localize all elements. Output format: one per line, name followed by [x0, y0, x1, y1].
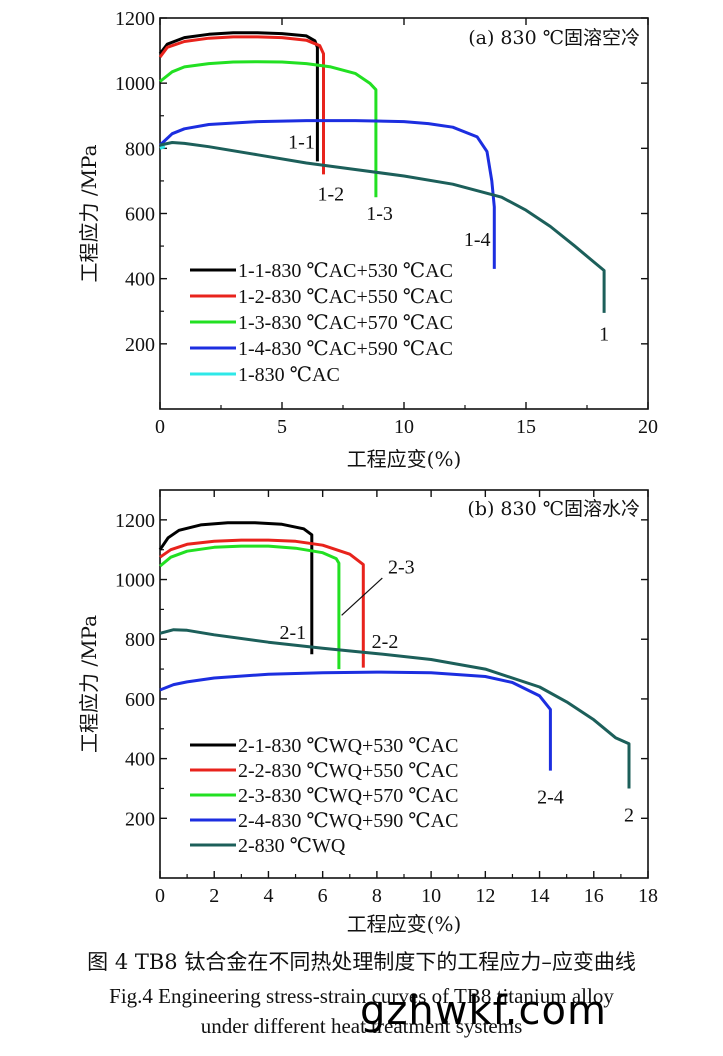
y-tick-label: 1000 [115, 73, 155, 95]
curve-annotation: 2-2 [372, 631, 399, 653]
series-line-1 [159, 141, 606, 313]
chart-panel-a: 0 5 10 15 20 200 400 600 800 1000 1200 工程应变(%) 工程应力 … [77, 8, 658, 471]
curve-annotation: 1-4 [464, 229, 491, 251]
legend-label: 1-830 ℃AC [238, 364, 340, 386]
y-tick-label: 400 [125, 749, 155, 771]
series-line-2-1 [158, 521, 314, 655]
y-tick-label: 400 [125, 269, 155, 291]
curve-annotation: 2-3 [388, 557, 415, 579]
x-tick-label: 2 [209, 885, 219, 907]
panel-title: (a) 830 ℃固溶空冷 [468, 27, 640, 49]
curve-annotation: 1-2 [317, 183, 344, 205]
annotation-leader-line [341, 577, 383, 616]
series-line-2-4 [159, 670, 552, 771]
legend-label: 2-3-830 ℃WQ+570 ℃AC [238, 785, 458, 807]
chart-panel-b: 0 2 4 6 8 10 12 14 16 18 200 400 600 800 1000 1200 工程应变(… [77, 489, 658, 936]
legend-label: 2-1-830 ℃WQ+530 ℃AC [238, 735, 458, 757]
y-tick-label: 1200 [115, 8, 155, 30]
x-axis-label: 工程应变(%) [347, 447, 462, 471]
series-line-legend-only-4 [159, 145, 166, 150]
x-tick-label: 16 [584, 885, 604, 907]
curve-annotation: 2-1 [280, 622, 307, 644]
x-tick-label: 4 [263, 885, 273, 907]
curve-annotation: 1-1 [288, 131, 315, 153]
series-line-1-4 [158, 119, 496, 269]
legend-label: 2-4-830 ℃WQ+590 ℃AC [238, 810, 458, 832]
y-axis-label: 工程应力 /MPa [77, 144, 101, 282]
x-tick-label: 6 [318, 885, 328, 907]
legend-label: 1-2-830 ℃AC+550 ℃AC [238, 286, 453, 308]
x-tick-label: 20 [638, 416, 658, 438]
y-tick-label: 1000 [115, 570, 155, 592]
caption-chinese: 图 4 TB8 钛合金在不同热处理制度下的工程应力–应变曲线 [87, 950, 636, 974]
y-tick-label: 600 [125, 204, 155, 226]
x-tick-label: 5 [277, 416, 287, 438]
legend-label: 1-4-830 ℃AC+590 ℃AC [238, 338, 453, 360]
x-tick-label: 12 [475, 885, 495, 907]
series-line-2-3 [159, 544, 341, 670]
caption-english-line2: under different heat treatment systems [200, 1014, 523, 1038]
x-axis-label: 工程应变(%) [347, 912, 462, 936]
legend-label: 1-1-830 ℃AC+530 ℃AC [238, 260, 453, 282]
x-tick-label: 14 [530, 885, 550, 907]
y-tick-label: 200 [125, 334, 155, 356]
curve-annotation: 2 [624, 804, 634, 826]
x-tick-label: 8 [372, 885, 382, 907]
y-axis-label: 工程应力 /MPa [77, 615, 101, 753]
legend-label: 1-3-830 ℃AC+570 ℃AC [238, 312, 453, 334]
curve-annotation: 1-3 [366, 203, 393, 225]
caption-english-line1: Fig.4 Engineering stress-strain curves o… [109, 984, 614, 1008]
y-tick-label: 200 [125, 808, 155, 830]
x-tick-label: 10 [394, 416, 414, 438]
y-tick-label: 600 [125, 689, 155, 711]
y-tick-label: 800 [125, 629, 155, 651]
x-tick-label: 0 [155, 885, 165, 907]
curve-annotation: 2-4 [537, 786, 564, 808]
series-line-1-3 [159, 60, 378, 198]
legend-label: 2-830 ℃WQ [238, 835, 346, 857]
y-tick-label: 1200 [115, 510, 155, 532]
x-tick-label: 10 [421, 885, 441, 907]
x-tick-label: 15 [516, 416, 536, 438]
series-line-2 [159, 628, 631, 789]
x-tick-label: 0 [155, 416, 165, 438]
series-line-2-2 [159, 538, 365, 668]
watermark: gzhwkf.com [360, 988, 607, 1034]
curve-annotation: 1 [599, 324, 609, 346]
panel-title: (b) 830 ℃固溶水冷 [467, 498, 640, 520]
x-tick-label: 18 [638, 885, 658, 907]
series-line-1-2 [158, 35, 325, 175]
legend-label: 2-2-830 ℃WQ+550 ℃AC [238, 760, 458, 782]
figure-canvas: 0 5 10 15 2020040060080010001200工程应变(%)工程应力 … [77, 8, 658, 936]
y-tick-label: 800 [125, 138, 155, 160]
